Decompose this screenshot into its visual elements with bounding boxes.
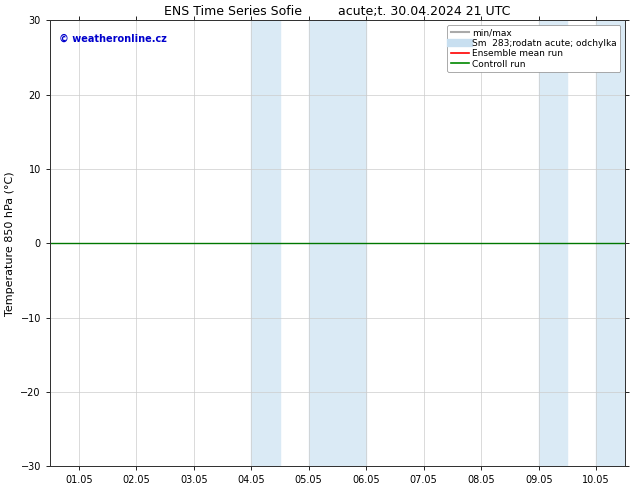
Y-axis label: Temperature 850 hPa (°C): Temperature 850 hPa (°C) (5, 171, 15, 316)
Bar (539, 21, 567, 466)
Bar (596, 21, 625, 466)
Title: ENS Time Series Sofie         acute;t. 30.04.2024 21 UTC: ENS Time Series Sofie acute;t. 30.04.202… (164, 5, 510, 18)
Text: © weatheronline.cz: © weatheronline.cz (58, 34, 167, 44)
Bar (251, 21, 280, 466)
Legend: min/max, Sm  283;rodatn acute; odchylka, Ensemble mean run, Controll run: min/max, Sm 283;rodatn acute; odchylka, … (447, 25, 621, 72)
Bar (309, 21, 366, 466)
